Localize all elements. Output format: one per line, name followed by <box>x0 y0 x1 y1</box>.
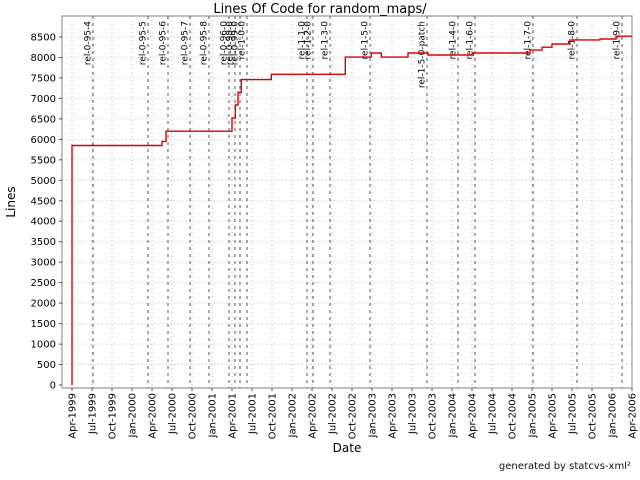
y-tick-label: 3000 <box>31 258 56 269</box>
release-tag-label: rel-1-4-0 <box>449 21 459 60</box>
x-tick-label: Apr-1999 <box>68 393 79 439</box>
x-tick-label: Jan-2003 <box>368 393 379 438</box>
release-tag-label: rel-0-95-7 <box>181 21 191 65</box>
release-tag-label: rel-1-5-0 <box>361 21 371 60</box>
x-tick-label: Jul-2005 <box>568 393 579 435</box>
x-tick-label: Jan-2002 <box>288 393 299 438</box>
axis-tick-layer: 0 500 1000 1500 2000 2500 3000 3500 4000 4500 5000… <box>31 33 639 440</box>
x-tick-label: Oct-2005 <box>588 393 599 439</box>
release-tag-label: rel-1-1-0 <box>298 21 308 60</box>
y-tick-label: 7000 <box>31 94 56 105</box>
loc-series-line <box>71 35 632 385</box>
release-tag-label: rel-1-7-0 <box>524 21 534 60</box>
release-tag-label: rel-1-9-0 <box>613 21 623 60</box>
x-tick-label: Jul-2000 <box>168 393 179 435</box>
y-tick-label: 0 <box>50 381 56 392</box>
x-tick-label: Apr-2000 <box>148 393 159 439</box>
y-tick-label: 8000 <box>31 53 56 64</box>
y-tick-label: 3500 <box>31 237 56 248</box>
x-tick-label: Apr-2003 <box>388 393 399 439</box>
release-tag-label: rel-0-95-6 <box>159 21 169 65</box>
y-tick-label: 2500 <box>31 278 56 289</box>
chart-title: Lines Of Code for random_maps/ <box>213 2 427 17</box>
y-tick-label: 4500 <box>31 196 56 207</box>
release-tag-label: rel-0-99-0 <box>231 21 241 65</box>
x-tick-label: Oct-2000 <box>188 393 199 439</box>
y-tick-label: 2000 <box>31 299 56 310</box>
release-tag-label: rel-1-5-0-patch <box>418 21 428 88</box>
x-tick-label: Oct-2003 <box>428 393 439 439</box>
release-tag-label: rel-1-6-0 <box>466 21 476 60</box>
x-tick-label: Apr-2006 <box>628 393 639 439</box>
series-layer <box>71 35 632 385</box>
x-tick-label: Jul-2003 <box>408 393 419 435</box>
y-tick-label: 1500 <box>31 319 56 330</box>
x-tick-label: Jan-2001 <box>208 393 219 438</box>
release-tag-label: rel-0-95-8 <box>200 21 210 65</box>
x-tick-label: Jan-2006 <box>608 393 619 438</box>
x-tick-label: Oct-1999 <box>108 393 119 439</box>
y-tick-label: 8500 <box>31 33 56 44</box>
x-tick-label: Apr-2002 <box>308 393 319 439</box>
release-tag-label: rel-0-98-0 <box>226 21 236 65</box>
release-tag-label: rel-0-95-5 <box>139 21 149 65</box>
x-tick-label: Jan-2004 <box>448 393 459 438</box>
y-tick-label: 1000 <box>31 340 56 351</box>
x-tick-label: Apr-2001 <box>228 393 239 439</box>
x-tick-label: Oct-2001 <box>268 393 279 439</box>
x-tick-label: Jan-2000 <box>128 393 139 438</box>
y-tick-label: 500 <box>37 360 56 371</box>
x-tick-label: Jan-2005 <box>528 393 539 438</box>
x-tick-label: Apr-2004 <box>468 393 479 439</box>
release-tag-label: rel-0-95-4 <box>84 21 94 65</box>
x-tick-label: Jul-1999 <box>88 393 99 435</box>
x-tick-label: Jul-2004 <box>488 393 499 435</box>
y-tick-label: 6500 <box>31 114 56 125</box>
y-tick-label: 5000 <box>31 176 56 187</box>
y-axis-title: Lines <box>4 186 18 217</box>
y-tick-label: 7500 <box>31 73 56 84</box>
x-tick-label: Apr-2005 <box>548 393 559 439</box>
x-tick-label: Oct-2002 <box>348 393 359 439</box>
x-axis-title: Date <box>333 441 362 455</box>
x-tick-label: Jul-2002 <box>328 393 339 435</box>
release-tag-label: rel-1-0-0 <box>238 21 248 60</box>
y-tick-label: 6000 <box>31 135 56 146</box>
generator-credit: generated by statcvs-xml² <box>499 461 631 472</box>
release-tag-label: rel-1-3-0 <box>321 21 331 60</box>
release-tag-label: rel-0-96-0 <box>220 21 230 65</box>
x-tick-label: Jul-2001 <box>248 393 259 435</box>
release-tag-layer: rel-0-95-4 rel-0-95-5 rel-0-95-6 rel-0-95-7… <box>84 16 623 388</box>
plot-border <box>61 15 633 389</box>
release-tag-label: rel-1-2-0 <box>304 21 314 60</box>
y-tick-label: 5500 <box>31 155 56 166</box>
x-tick-label: Oct-2004 <box>508 393 519 439</box>
y-tick-label: 4000 <box>31 217 56 228</box>
